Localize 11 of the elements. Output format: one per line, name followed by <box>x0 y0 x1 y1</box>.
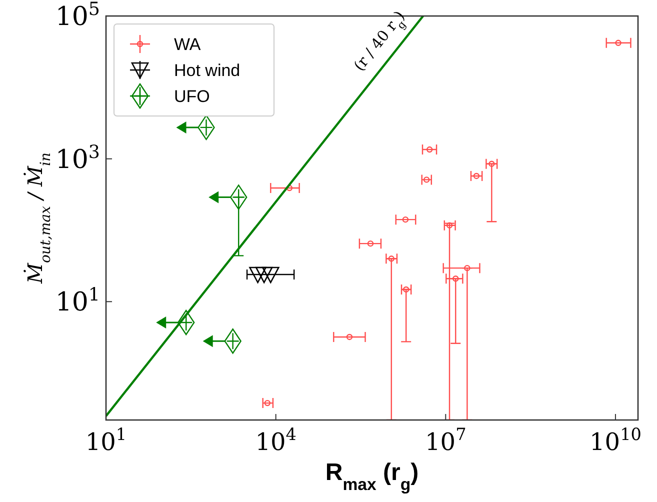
x-tick-label: 10$^{1}$ <box>85 424 127 456</box>
y-tick-label: 10$^{3}$ <box>55 141 100 175</box>
legend-label: Hot wind <box>174 61 240 80</box>
legend-label: UFO <box>174 87 210 106</box>
y-tick-label: 10$^{5}$ <box>55 0 100 32</box>
x-tick-label: 10$^{4}$ <box>255 424 296 456</box>
x-axis-title: R$_{max}$ (r$_{g}$) <box>325 459 419 494</box>
x-tick-label: 10$^{7}$ <box>425 424 466 456</box>
x-tick-label: 10$^{10}$ <box>590 424 642 456</box>
legend-label: WA <box>174 35 202 54</box>
y-tick-label: 10$^{1}$ <box>55 284 100 318</box>
